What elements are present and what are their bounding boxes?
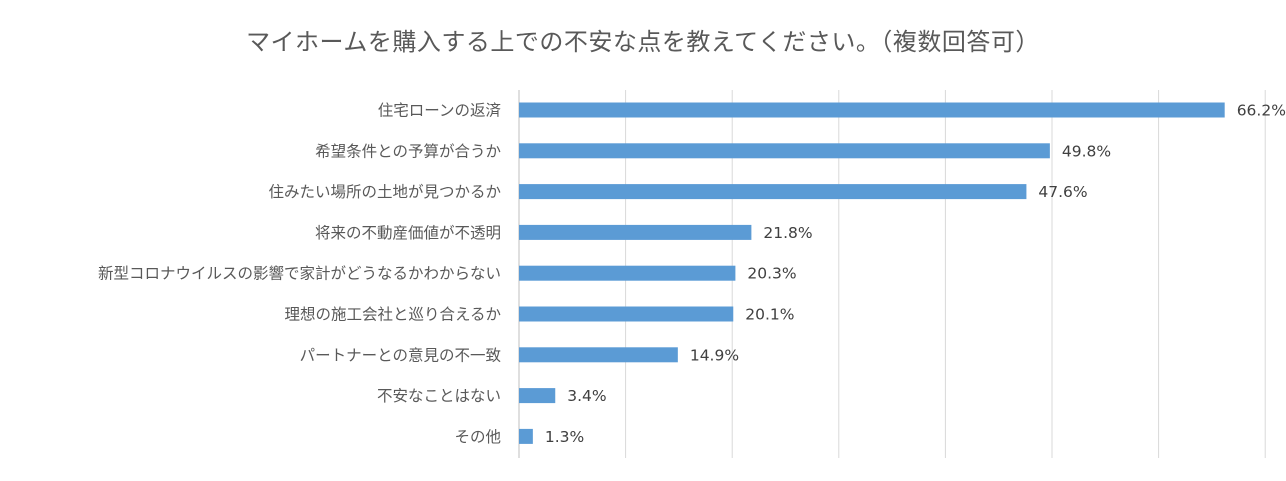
data-label: 47.6%: [1038, 183, 1087, 201]
bar: [519, 224, 752, 240]
category-label: 住みたい場所の土地が見つかるか: [268, 183, 501, 201]
value-labels: 66.2% 49.8% 47.6% 21.8% 20.3% 20.1% 14.9% 3.4% 1…: [545, 102, 1286, 446]
bar: [519, 428, 533, 444]
data-label: 1.3%: [545, 428, 584, 446]
category-label: 不安なことはない: [377, 387, 501, 405]
data-label: 21.8%: [763, 224, 812, 242]
data-label: 49.8%: [1062, 142, 1111, 160]
bar: [519, 184, 1027, 200]
bar: [519, 347, 678, 363]
category-label: 新型コロナウイルスの影響で家計がどうなるかわからない: [98, 265, 501, 283]
category-label: 住宅ローンの返済: [378, 102, 501, 120]
category-label: その他: [454, 428, 501, 446]
bars: [519, 102, 1225, 444]
bar: [519, 102, 1225, 118]
bar: [519, 388, 556, 404]
data-label: 66.2%: [1237, 102, 1286, 120]
bar: [519, 265, 736, 281]
category-label: パートナーとの意見の不一致: [300, 345, 502, 364]
category-label: 理想の施工会社と巡り合えるか: [284, 306, 501, 324]
category-labels: 住宅ローンの返済希望条件との予算が合うか住みたい場所の土地が見つかるか将来の不動…: [98, 102, 502, 446]
data-label: 14.9%: [690, 346, 739, 364]
data-label: 20.3%: [747, 265, 796, 283]
data-label: 3.4%: [567, 387, 606, 405]
chart-title: マイホームを購入する上での不安な点を教えてください。（複数回答可）: [246, 28, 1040, 56]
bar: [519, 306, 734, 322]
bar: [519, 143, 1050, 159]
category-label: 希望条件との予算が合うか: [315, 141, 501, 160]
data-label: 20.1%: [745, 306, 794, 324]
category-label: 将来の不動産価値が不透明: [315, 224, 501, 242]
